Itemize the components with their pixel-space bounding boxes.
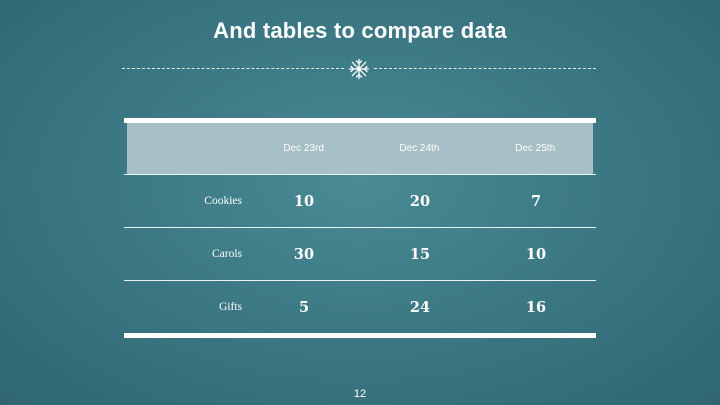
table-row-rule (124, 174, 596, 175)
table-row: Carols 30 15 10 (124, 228, 596, 280)
table-row-rule (124, 280, 596, 281)
table-cell: 16 (525, 298, 547, 316)
table-bottom-rule (124, 333, 596, 338)
divider-line-left (122, 68, 344, 69)
slide-title: And tables to compare data (213, 18, 507, 43)
table-cell: 10 (525, 245, 547, 263)
table-cell: 15 (409, 245, 431, 263)
table-header-row: Dec 23rd Dec 24th Dec 25th (127, 123, 593, 174)
table-cell: 20 (409, 192, 431, 210)
row-label: Gifts (219, 301, 242, 313)
table-cell: 5 (298, 298, 310, 316)
column-header: Dec 23rd (283, 143, 324, 154)
table-top-rule (124, 118, 596, 123)
row-label: Carols (211, 248, 242, 260)
row-label: Cookies (204, 195, 242, 207)
table-cell: 7 (530, 192, 542, 210)
column-header: Dec 25th (515, 143, 556, 154)
title-divider (122, 58, 596, 80)
column-header: Dec 24th (399, 143, 440, 154)
table-row-rule (124, 227, 596, 228)
table-cell: 30 (293, 245, 315, 263)
snowflake-icon (348, 58, 370, 80)
page-number: 12 (353, 388, 367, 400)
table-row: Gifts 5 24 16 (124, 281, 596, 333)
table-cell: 10 (293, 192, 315, 210)
comparison-table: Dec 23rd Dec 24th Dec 25th Cookies 10 20… (124, 118, 596, 338)
divider-line-right (374, 68, 596, 69)
table-row: Cookies 10 20 7 (124, 175, 596, 227)
table-cell: 24 (409, 298, 431, 316)
